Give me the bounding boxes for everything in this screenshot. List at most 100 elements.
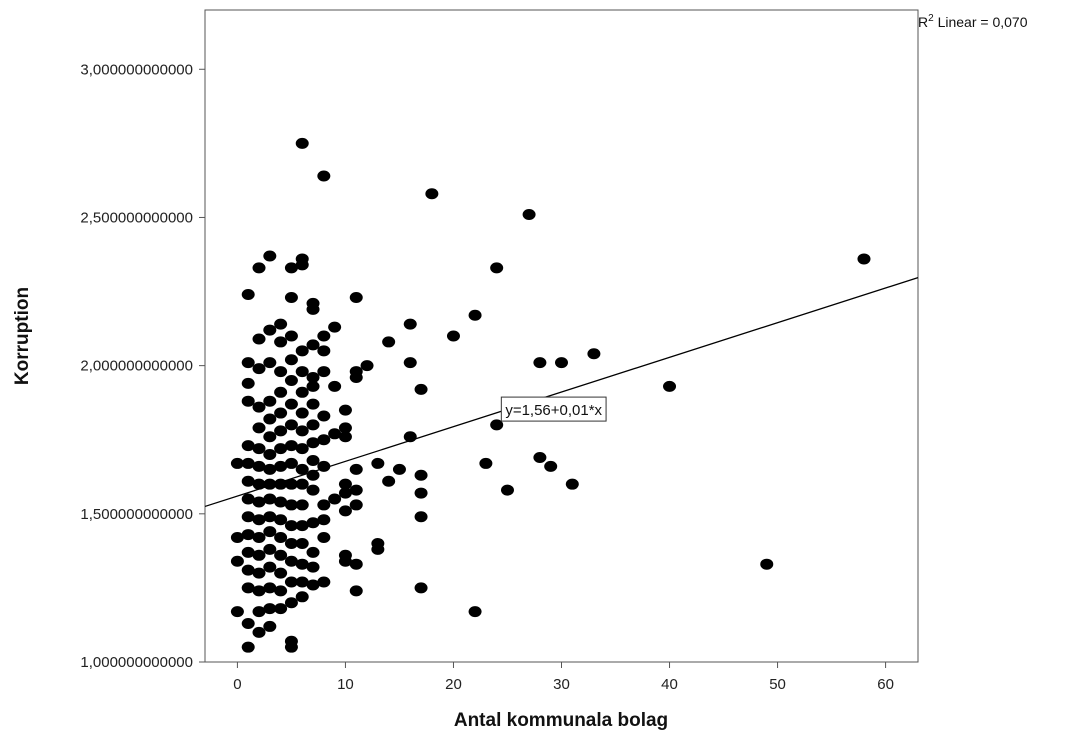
- data-point: [403, 318, 417, 330]
- data-point: [263, 395, 277, 407]
- data-point: [252, 606, 266, 618]
- data-point: [263, 431, 277, 443]
- data-point: [274, 585, 288, 597]
- data-point: [328, 493, 342, 505]
- data-point: [317, 576, 331, 588]
- data-point: [241, 377, 255, 389]
- data-point: [338, 555, 352, 567]
- data-point: [241, 641, 255, 653]
- data-point: [306, 579, 320, 591]
- data-point: [663, 380, 677, 392]
- data-point: [241, 357, 255, 369]
- data-point: [382, 475, 396, 487]
- x-tick-label: 50: [769, 676, 786, 693]
- data-point: [252, 567, 266, 579]
- data-point: [252, 549, 266, 561]
- data-point: [263, 463, 277, 475]
- data-point: [306, 484, 320, 496]
- data-point: [252, 532, 266, 544]
- data-point: [284, 374, 298, 386]
- data-point: [252, 363, 266, 375]
- data-point: [349, 371, 363, 383]
- data-point: [252, 262, 266, 274]
- data-point: [241, 493, 255, 505]
- data-point: [230, 555, 244, 567]
- data-point: [533, 452, 547, 464]
- data-point: [284, 555, 298, 567]
- data-point: [317, 330, 331, 342]
- data-point: [284, 457, 298, 469]
- data-point: [252, 626, 266, 638]
- data-point: [284, 520, 298, 532]
- data-point: [252, 401, 266, 413]
- data-point: [263, 582, 277, 594]
- data-point: [306, 561, 320, 573]
- y-tick-label: 1,000000000000: [80, 654, 193, 671]
- data-point: [306, 398, 320, 410]
- data-point: [284, 291, 298, 303]
- fit-line: [204, 276, 919, 508]
- data-point: [371, 457, 385, 469]
- data-point: [241, 529, 255, 541]
- data-point: [274, 407, 288, 419]
- data-point: [263, 250, 277, 262]
- y-tick-label: 3,000000000000: [80, 61, 193, 78]
- data-point: [295, 425, 309, 437]
- data-point: [241, 395, 255, 407]
- x-tick-label: 20: [445, 676, 462, 693]
- data-point: [382, 336, 396, 348]
- data-point: [230, 457, 244, 469]
- data-point: [241, 440, 255, 452]
- data-point: [274, 318, 288, 330]
- data-point: [263, 543, 277, 555]
- data-point: [295, 499, 309, 511]
- data-point: [274, 336, 288, 348]
- data-point: [328, 428, 342, 440]
- data-point: [274, 514, 288, 526]
- data-point: [295, 407, 309, 419]
- data-point: [252, 333, 266, 345]
- data-point: [284, 576, 298, 588]
- data-point: [533, 357, 547, 369]
- data-point: [284, 354, 298, 366]
- data-point: [284, 478, 298, 490]
- data-point: [338, 487, 352, 499]
- x-axis-title: Antal kommunala bolag: [454, 710, 668, 731]
- data-point: [468, 309, 482, 321]
- data-point: [490, 419, 504, 431]
- data-point: [306, 419, 320, 431]
- data-point: [274, 460, 288, 472]
- data-point: [274, 532, 288, 544]
- data-point: [349, 558, 363, 570]
- data-point: [565, 478, 579, 490]
- r2-suffix: Linear = 0,070: [934, 14, 1028, 30]
- data-point: [317, 514, 331, 526]
- fit-line-group: y=1,56+0,01*x: [204, 276, 919, 508]
- data-point: [468, 606, 482, 618]
- x-tick-label: 30: [553, 676, 570, 693]
- data-point: [241, 457, 255, 469]
- data-point: [306, 371, 320, 383]
- data-point: [306, 454, 320, 466]
- data-point: [284, 641, 298, 653]
- data-point: [555, 357, 568, 369]
- data-point: [284, 330, 298, 342]
- data-point: [295, 558, 309, 570]
- data-point: [295, 345, 309, 357]
- data-point: [284, 262, 298, 274]
- data-point: [446, 330, 460, 342]
- data-point: [306, 339, 320, 351]
- r2-prefix: R: [918, 14, 928, 30]
- data-point: [274, 425, 288, 437]
- data-point: [274, 567, 288, 579]
- data-point: [317, 366, 331, 378]
- data-point: [338, 505, 352, 517]
- data-point: [252, 443, 266, 455]
- y-tick-label: 2,000000000000: [80, 358, 193, 375]
- data-point: [490, 262, 504, 274]
- data-point: [295, 537, 309, 549]
- data-point: [317, 434, 331, 446]
- r2-label: R2 Linear = 0,070: [918, 13, 1028, 30]
- data-point: [760, 558, 774, 570]
